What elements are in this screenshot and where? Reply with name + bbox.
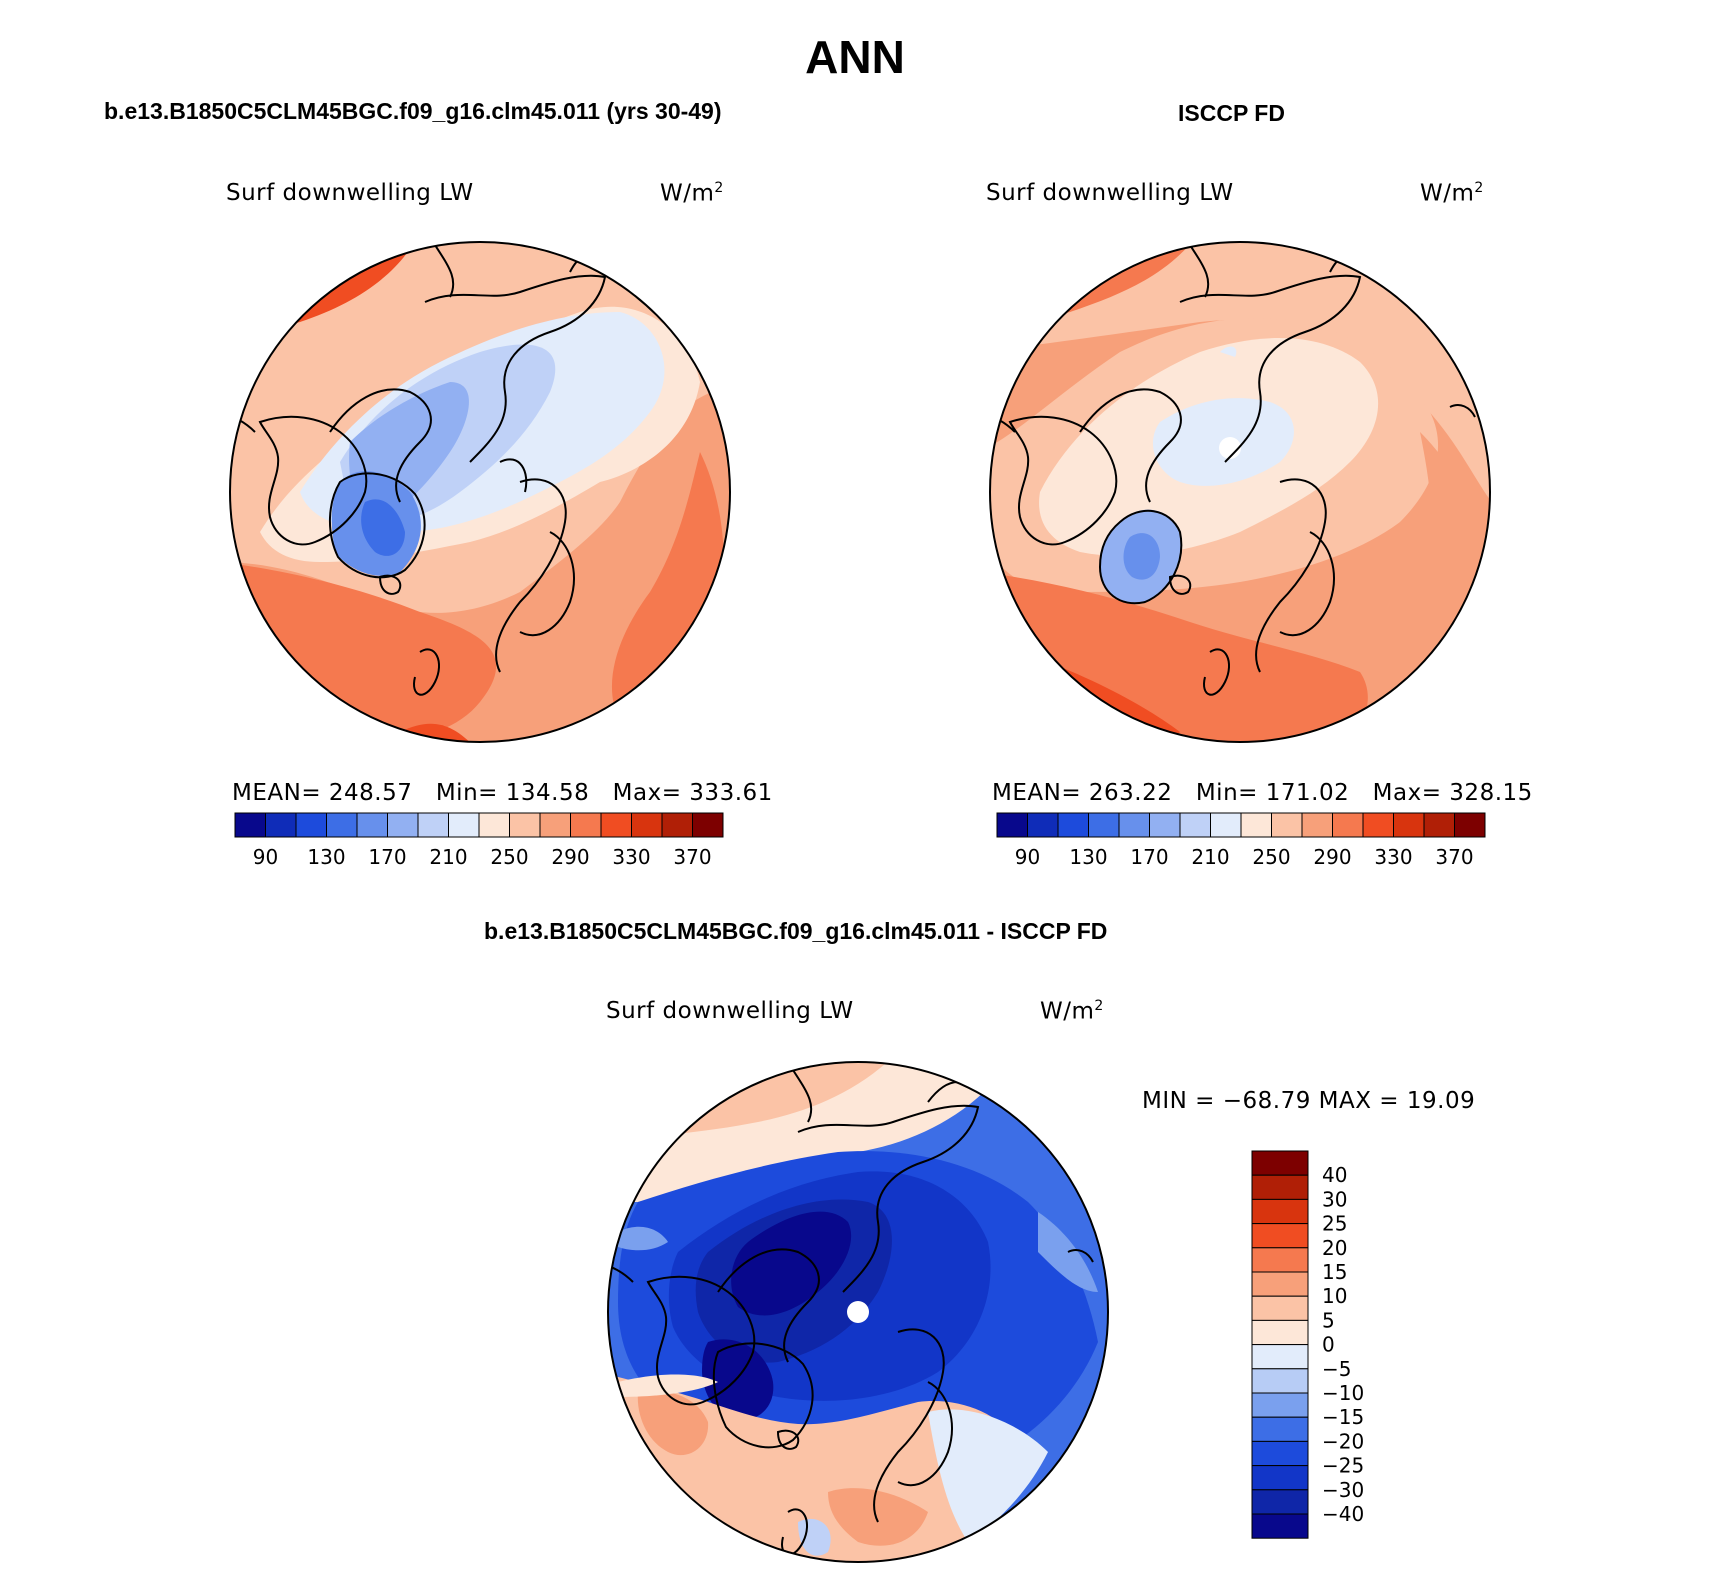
panel-2-colorbar-swatch [1027, 812, 1059, 838]
panel-1-colorbar-swatch [356, 812, 388, 838]
panel-2-colorbar-swatch [1454, 812, 1486, 838]
diff-panel-colorbar-swatch [1251, 1247, 1309, 1273]
panel-2-colorbar-swatch [1088, 812, 1120, 838]
panel-1-variable-label: Surf downwelling LW [226, 180, 474, 206]
panel-2-colorbar-tick-label: 290 [1313, 845, 1351, 869]
diff-panel-title: b.e13.B1850C5CLM45BGC.f09_g16.clm45.011 … [484, 918, 1108, 944]
diff-panel-minmax: MIN = −68.79 MAX = 19.09 [1142, 1088, 1476, 1114]
panel-1-colorbar-swatch [509, 812, 541, 838]
panel-2-colorbar-tick-label: 130 [1069, 845, 1107, 869]
diff-panel-colorbar-swatch [1251, 1368, 1309, 1394]
panel-2-stats: MEAN= 263.22 Min= 171.02 Max= 328.15 [992, 780, 1533, 806]
panel-1-colorbar-tick-label: 370 [673, 845, 711, 869]
panel-2-colorbar-swatch [1118, 812, 1150, 838]
panel-1-colorbar-tick-label: 330 [612, 845, 650, 869]
panel-2-colorbar-swatch [1240, 812, 1272, 838]
diff-panel-colorbar-swatch [1251, 1295, 1309, 1321]
diff-panel-colorbar-tick-label: −5 [1322, 1357, 1351, 1381]
diff-panel-colorbar-swatch [1251, 1465, 1309, 1491]
panel-1-colorbar-swatch [661, 812, 693, 838]
panel-1-colorbar-swatch [478, 812, 510, 838]
panel-2-polar-map [989, 241, 1491, 743]
diff-panel-colorbar-tick-label: −40 [1322, 1502, 1364, 1526]
panel-1-colorbar-tick-label: 130 [307, 845, 345, 869]
panel-2-colorbar-tick-label: 370 [1435, 845, 1473, 869]
panel-2-variable-label: Surf downwelling LW [986, 180, 1234, 206]
diff-panel-colorbar-tick-label: 15 [1322, 1260, 1347, 1284]
panel-2-colorbar-swatch [1149, 812, 1181, 838]
panel-1-colorbar-swatch [600, 812, 632, 838]
diff-panel-colorbar-swatch [1251, 1392, 1309, 1418]
panel-2-colorbar-swatch [1271, 812, 1303, 838]
panel-2-colorbar: 90 130 170 210 250 290 330 370 [996, 812, 1486, 869]
panel-1-colorbar-swatch [692, 812, 724, 838]
panel-2-colorbar-tick-label: 330 [1374, 845, 1412, 869]
figure-title: ANN [805, 31, 905, 83]
diff-panel-colorbar-swatch [1251, 1513, 1309, 1539]
diff-panel-colorbar-swatch [1251, 1150, 1309, 1176]
diff-panel-colorbar-tick-label: −20 [1322, 1429, 1364, 1453]
panel-2-colorbar-swatch [1423, 812, 1455, 838]
panel-1-colorbar-tick-label: 170 [368, 845, 406, 869]
panel-1-colorbar-swatch [265, 812, 297, 838]
panel-2-colorbar-swatch [1393, 812, 1425, 838]
diff-panel-colorbar-swatch [1251, 1440, 1309, 1467]
diff-panel-colorbar-swatch [1251, 1319, 1309, 1346]
panel-2-colorbar-swatch [1210, 812, 1242, 838]
panel-2-colorbar-swatch [996, 812, 1028, 838]
panel-2-colorbar-tick-label: 250 [1252, 845, 1290, 869]
panel-1-units-label: W/m2 [660, 180, 724, 207]
diff-panel-colorbar-swatch [1251, 1271, 1309, 1297]
panel-1-colorbar-swatch [570, 812, 602, 838]
panel-1-colorbar-swatch [448, 812, 480, 838]
diff-panel-colorbar-tick-label: −10 [1322, 1381, 1364, 1405]
diff-panel-colorbar-swatch [1251, 1489, 1309, 1515]
diff-panel-colorbar-tick-label: 0 [1322, 1333, 1335, 1357]
diff-panel-colorbar-swatch [1251, 1198, 1309, 1225]
panel-1-colorbar-swatch [326, 812, 358, 838]
panel-1-colorbar: 90 130 170 210 250 290 330 370 [234, 812, 724, 869]
panel-1-colorbar-tick-label: 250 [490, 845, 528, 869]
diff-panel-colorbar-tick-label: 25 [1322, 1212, 1347, 1236]
panel-2-colorbar-tick-label: 170 [1130, 845, 1168, 869]
diff-panel-colorbar-tick-label: 40 [1322, 1163, 1347, 1187]
panel-2-colorbar-swatch [1179, 812, 1211, 838]
panel-2-colorbar-swatch [1057, 812, 1089, 838]
panel-1-colorbar-tick-label: 210 [429, 845, 467, 869]
panel-1-title: b.e13.B1850C5CLM45BGC.f09_g16.clm45.011 … [104, 98, 722, 124]
diff-panel-colorbar-tick-label: 5 [1322, 1308, 1335, 1332]
diff-panel-colorbar-swatch [1251, 1344, 1309, 1370]
diff-panel-colorbar-swatch [1251, 1174, 1309, 1200]
diff-panel-colorbar-tick-label: 30 [1322, 1187, 1347, 1211]
diff-panel-colorbar-tick-label: 10 [1322, 1284, 1347, 1308]
diff-panel-colorbar-tick-label: −15 [1322, 1405, 1364, 1429]
panel-1-colorbar-swatch [295, 812, 327, 838]
panel-2-colorbar-swatch [1301, 812, 1333, 838]
diff-panel-colorbar-tick-label: 20 [1322, 1236, 1347, 1260]
panel-1-colorbar-tick-label: 290 [551, 845, 589, 869]
panel-1-colorbar-swatch [417, 812, 449, 838]
panel-1-colorbar-tick-label: 90 [253, 845, 278, 869]
panel-2-colorbar-swatch [1362, 812, 1394, 838]
panel-2-title: ISCCP FD [1178, 100, 1285, 126]
panel-2-colorbar-tick-label: 210 [1191, 845, 1229, 869]
panel-1-polar-map [229, 241, 731, 743]
panel-1-stats: MEAN= 248.57 Min= 134.58 Max= 333.61 [232, 780, 773, 806]
diff-panel-colorbar-swatch [1251, 1416, 1309, 1442]
diff-panel-units-label: W/m2 [1040, 998, 1104, 1025]
diff-panel-colorbar-tick-label: −25 [1322, 1454, 1364, 1478]
panel-1-colorbar-swatch [539, 812, 571, 838]
panel-2-colorbar-tick-label: 90 [1015, 845, 1040, 869]
diff-panel-colorbar-tick-label: −30 [1322, 1478, 1364, 1502]
diff-panel-polar-map [607, 1061, 1109, 1563]
panel-2-colorbar-swatch [1332, 812, 1364, 838]
diff-panel-variable-label: Surf downwelling LW [606, 998, 854, 1024]
panel-1-colorbar-swatch [234, 812, 266, 838]
panel-2-units-label: W/m2 [1420, 180, 1484, 207]
panel-1-colorbar-swatch [387, 812, 419, 838]
panel-1-colorbar-swatch [631, 812, 663, 838]
diff-panel-colorbar-swatch [1251, 1223, 1309, 1249]
